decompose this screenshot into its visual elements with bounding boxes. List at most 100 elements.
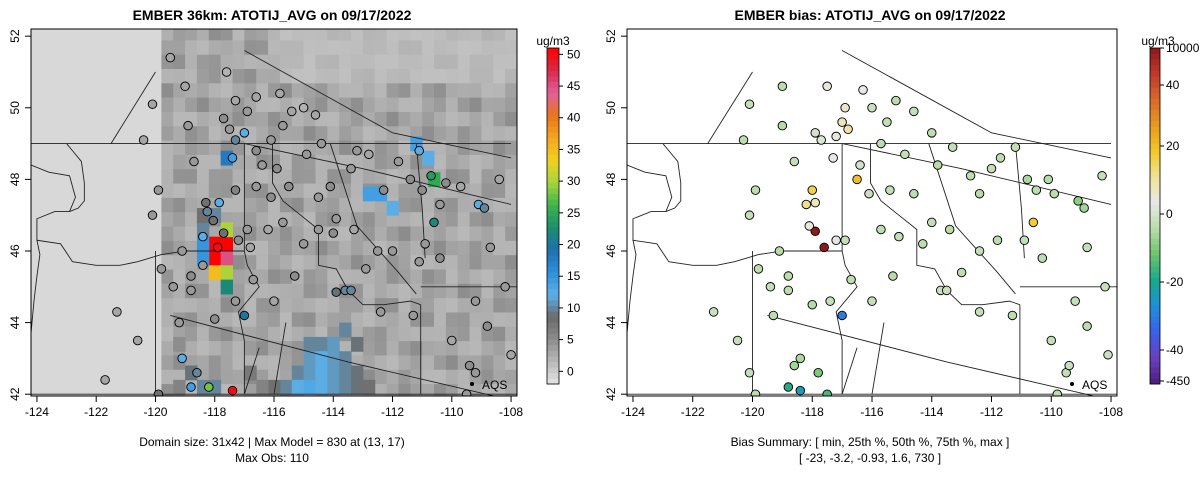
grid-cell — [102, 297, 115, 313]
bias-aqs-legend: AQS — [1070, 378, 1107, 392]
grid-cell — [422, 29, 435, 41]
grid-cell — [291, 54, 305, 69]
grid-cell — [268, 311, 281, 327]
grid-cell — [327, 197, 340, 213]
grid-cell — [78, 154, 91, 170]
colorbar-segment — [1150, 87, 1160, 94]
grid-cell — [196, 283, 210, 299]
grid-cell — [279, 354, 293, 370]
grid-cell — [339, 225, 352, 241]
grid-cell — [196, 354, 210, 370]
obs-point — [429, 217, 439, 228]
grid-cell — [78, 168, 91, 184]
obs-point — [230, 296, 241, 306]
bias-y-ticks: 42 44 46 48 50 52 — [604, 29, 627, 401]
grid-cell — [125, 211, 139, 227]
grid-cell — [66, 297, 80, 313]
colorbar-segment — [1150, 305, 1160, 312]
grid-cell — [149, 125, 162, 141]
grid-cell — [505, 283, 517, 299]
model-cell — [279, 379, 293, 395]
grid-cell — [113, 225, 127, 241]
grid-cell — [90, 326, 103, 342]
grid-cell — [505, 340, 517, 356]
grid-cell — [303, 168, 317, 184]
bias-point — [789, 156, 800, 167]
border-line — [632, 239, 843, 266]
grid-cell — [279, 39, 293, 55]
colorbar-segment — [1150, 154, 1160, 161]
grid-cell — [102, 139, 115, 155]
bias-point — [810, 197, 820, 208]
grid-cell — [113, 240, 127, 256]
grid-cell — [173, 29, 186, 41]
bias-point — [974, 188, 985, 199]
grid-cell — [374, 225, 388, 241]
grid-cell — [315, 125, 328, 141]
grid-cell — [125, 197, 139, 213]
grid-cell — [232, 354, 245, 370]
grid-cell — [410, 354, 423, 370]
grid-cell — [54, 68, 68, 84]
bias-point — [852, 174, 862, 185]
grid-cell — [445, 125, 459, 141]
border-line — [707, 71, 753, 144]
bias-point — [992, 235, 1003, 245]
obs-point — [272, 163, 282, 174]
bias-point — [944, 224, 955, 235]
grid-cell — [54, 82, 68, 98]
x-tick-label: -118 — [203, 405, 226, 419]
grid-cell — [31, 29, 44, 41]
grid-cell — [113, 354, 127, 370]
grid-cell — [102, 240, 115, 256]
grid-cell — [90, 97, 103, 112]
grid-cell — [125, 240, 139, 256]
grid-cell — [196, 340, 210, 356]
obs-point — [426, 171, 436, 181]
grid-cell — [315, 82, 328, 98]
bias-point — [810, 128, 820, 138]
grid-cell — [196, 111, 210, 127]
grid-cell — [90, 311, 103, 327]
grid-cell — [125, 139, 139, 155]
grid-cell — [457, 326, 471, 342]
obs-point — [209, 314, 220, 324]
colorbar-segment — [547, 109, 559, 116]
grid-cell — [90, 268, 103, 284]
grid-cell — [505, 111, 517, 127]
grid-cell — [469, 168, 483, 184]
grid-cell — [113, 254, 127, 270]
colorbar-segment — [547, 305, 559, 312]
y-tick-label: 46 — [604, 244, 618, 258]
grid-cell — [31, 354, 44, 370]
border-line — [273, 322, 287, 395]
aqs-label: AQS — [482, 378, 507, 392]
grid-cell — [196, 97, 210, 112]
colorbar-segment — [547, 137, 559, 144]
obs-point — [375, 307, 386, 317]
obs-point — [417, 185, 427, 195]
obs-point — [230, 185, 241, 195]
grid-cell — [398, 254, 411, 270]
obs-point — [218, 113, 229, 124]
grid-cell — [493, 54, 506, 69]
grid-cell — [291, 197, 305, 213]
bias-x-ticks: -124 -122 -120 -118 -116 -114 -112 -110 -108 — [621, 396, 1123, 419]
grid-cell — [327, 97, 340, 112]
bias-point — [885, 185, 895, 195]
grid-cell — [232, 39, 245, 55]
grid-cell — [291, 254, 305, 270]
grid-cell — [422, 225, 435, 241]
model-cell — [327, 336, 340, 352]
bias-point — [744, 367, 755, 378]
obs-point — [248, 274, 259, 285]
grid-cell — [303, 225, 317, 241]
obs-point — [284, 181, 294, 192]
colorbar-tick-label: -20 — [1166, 275, 1184, 289]
bias-point — [804, 221, 815, 231]
grid-cell — [173, 225, 186, 241]
grid-cell — [90, 225, 103, 241]
grid-cell — [42, 29, 56, 41]
grid-cell — [78, 197, 91, 213]
grid-cell — [457, 311, 471, 327]
